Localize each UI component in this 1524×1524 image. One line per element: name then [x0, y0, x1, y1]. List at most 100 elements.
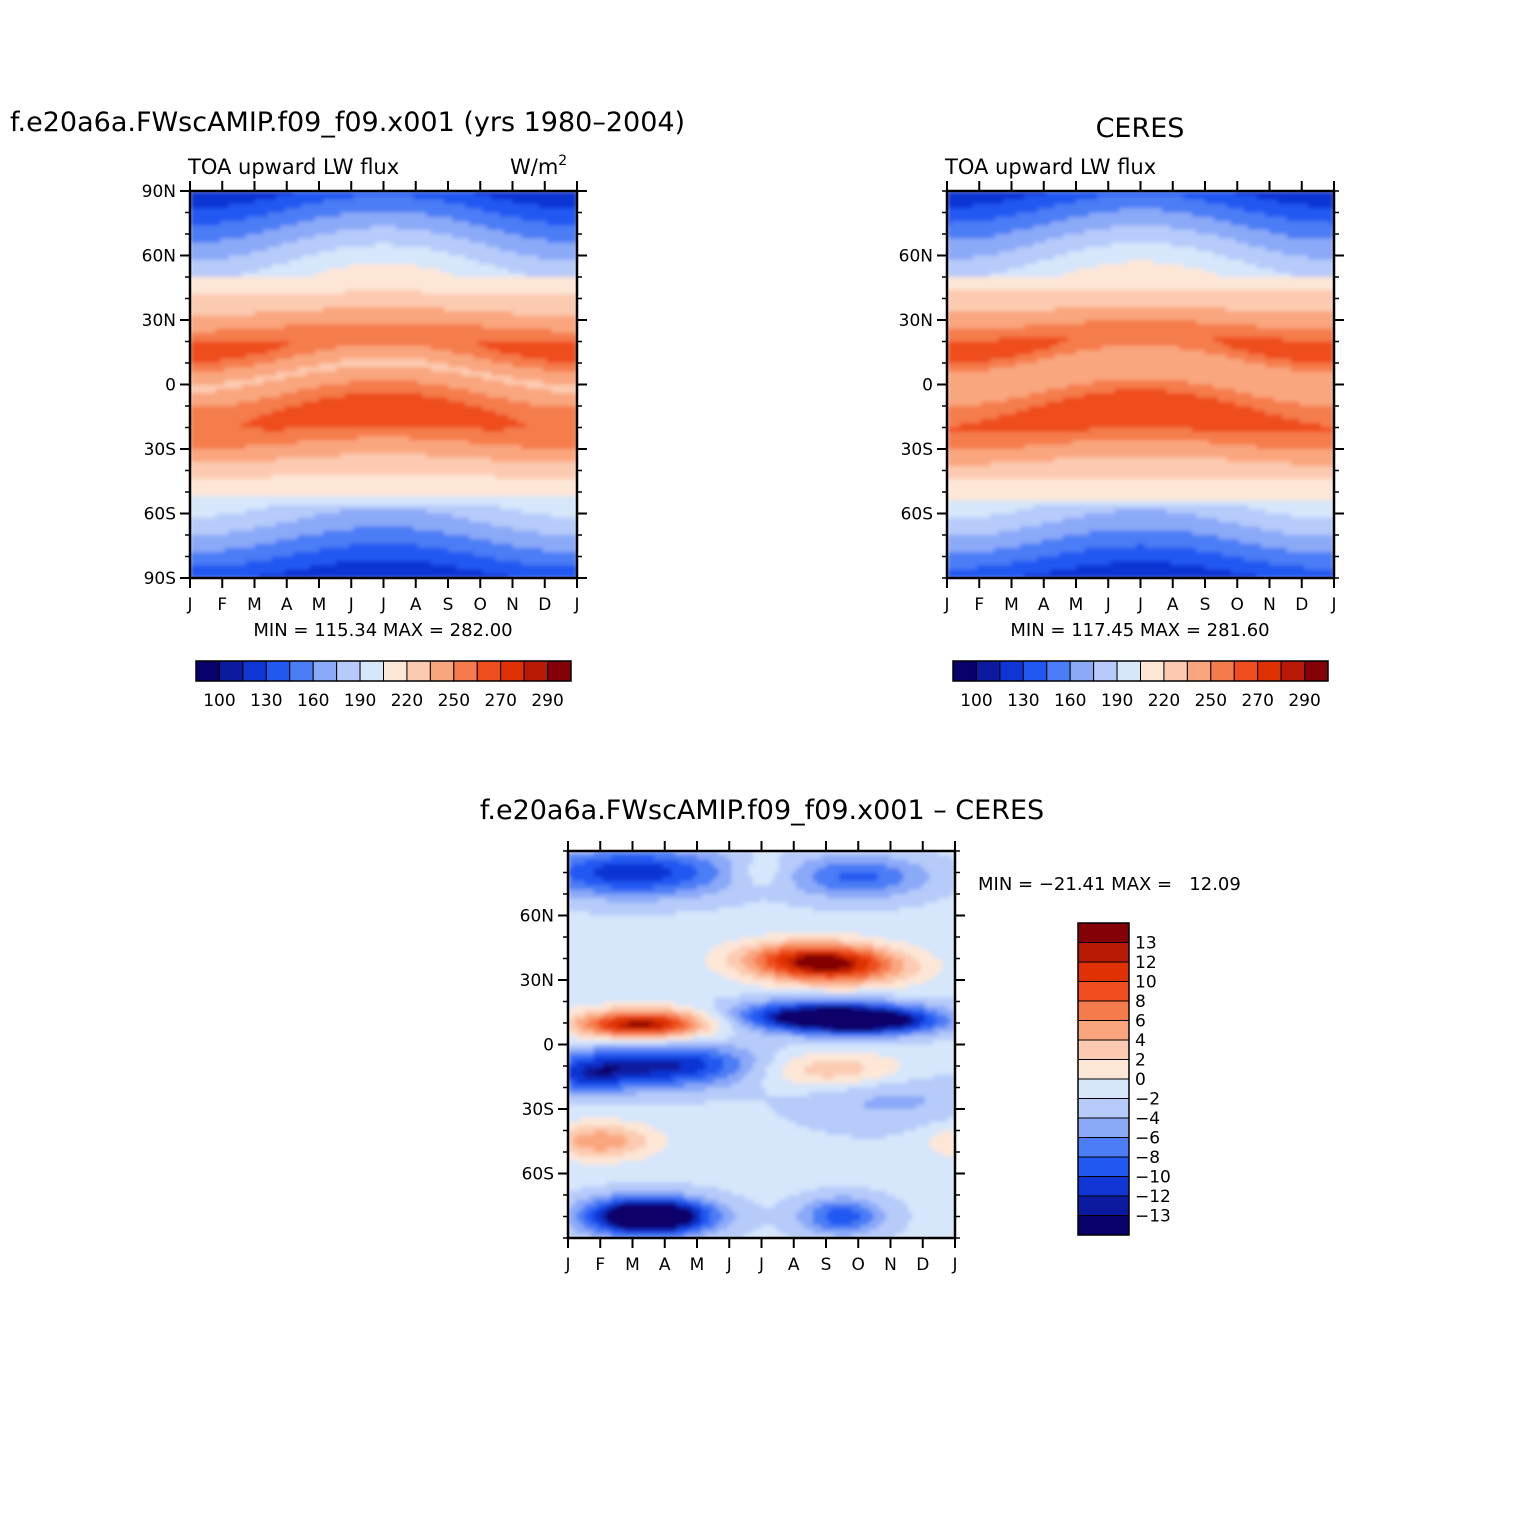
field-cell: [512, 401, 518, 407]
field-cell: [327, 380, 333, 386]
field-cell: [293, 298, 299, 304]
field-cell: [202, 367, 208, 373]
field-cell: [370, 212, 376, 218]
field-cell: [499, 423, 505, 429]
field-cell: [362, 350, 367, 355]
field-cell: [452, 203, 458, 209]
field-cell: [306, 367, 311, 373]
field-cell: [435, 272, 440, 278]
field-cell: [306, 302, 311, 308]
field-cell: [564, 203, 569, 209]
field-cell: [430, 406, 436, 411]
field-cell: [469, 367, 475, 373]
field-cell: [306, 289, 311, 295]
field-cell: [319, 259, 324, 265]
field-cell: [323, 315, 329, 321]
field-cell: [207, 289, 213, 295]
field-cell: [559, 375, 565, 381]
field-cell: [233, 277, 238, 282]
field-cell: [564, 246, 569, 252]
field-cell: [297, 324, 303, 330]
field-cell: [280, 397, 286, 403]
field-cell: [379, 332, 385, 338]
field-cell: [357, 264, 363, 269]
field-cell: [551, 423, 557, 429]
field-cell: [198, 427, 204, 433]
field-cell: [542, 195, 548, 201]
field-cell: [426, 315, 432, 321]
field-cell: [439, 414, 445, 420]
field-cell: [392, 246, 397, 252]
field-cell: [250, 307, 256, 312]
field-cell: [224, 242, 230, 248]
field-cell: [314, 298, 320, 304]
field-cell: [271, 234, 277, 239]
field-cell: [280, 367, 286, 373]
field-cell: [495, 195, 501, 201]
field-cell: [534, 401, 539, 407]
field-cell: [344, 277, 350, 282]
field-cell: [521, 358, 526, 364]
field-cell: [534, 285, 539, 291]
field-cell: [456, 289, 462, 295]
field-cell: [452, 418, 458, 424]
field-cell: [194, 203, 200, 209]
field-cell: [340, 272, 346, 278]
field-cell: [241, 294, 247, 300]
field-cell: [409, 375, 415, 381]
field-cell: [357, 363, 363, 368]
field-cell: [572, 328, 577, 334]
field-cell: [542, 203, 548, 209]
field-cell: [207, 367, 213, 373]
field-cell: [460, 242, 466, 248]
field-cell: [344, 289, 350, 295]
field-cell: [241, 427, 247, 433]
field-cell: [323, 264, 329, 269]
field-cell: [301, 272, 307, 278]
field-cell: [331, 375, 337, 381]
field-cell: [220, 268, 225, 274]
field-cell: [263, 324, 268, 330]
field-cell: [353, 393, 359, 398]
field-cell: [344, 367, 350, 373]
field-cell: [202, 264, 208, 269]
field-cell: [508, 406, 514, 411]
field-cell: [572, 246, 577, 252]
field-cell: [525, 397, 531, 403]
field-cell: [297, 251, 303, 257]
field-cell: [323, 203, 329, 209]
field-cell: [280, 337, 286, 343]
field-cell: [568, 320, 574, 325]
field-cell: [413, 294, 419, 300]
field-cell: [207, 307, 213, 312]
field-cell: [538, 225, 544, 231]
field-cell: [215, 397, 221, 403]
field-cell: [357, 246, 363, 252]
field-cell: [409, 195, 415, 201]
field-cell: [327, 251, 333, 257]
field-cell: [237, 255, 243, 261]
field-cell: [202, 410, 208, 416]
field-cell: [245, 418, 251, 424]
field-cell: [271, 384, 277, 390]
field-cell: [551, 229, 557, 235]
field-cell: [516, 208, 522, 214]
field-cell: [370, 268, 376, 274]
field-cell: [542, 281, 548, 287]
field-cell: [572, 225, 577, 231]
field-cell: [439, 208, 445, 214]
field-cell: [538, 289, 544, 295]
field-cell: [237, 216, 243, 222]
field-cell: [435, 281, 440, 287]
field-cell: [478, 332, 483, 338]
field-cell: [448, 302, 453, 308]
field-cell: [263, 268, 268, 274]
field-cell: [465, 332, 471, 338]
field-cell: [276, 363, 281, 368]
field-cell: [250, 259, 256, 265]
field-cell: [379, 307, 385, 312]
field-cell: [211, 315, 217, 321]
field-cell: [503, 401, 509, 407]
field-cell: [374, 255, 380, 261]
field-cell: [241, 255, 247, 261]
